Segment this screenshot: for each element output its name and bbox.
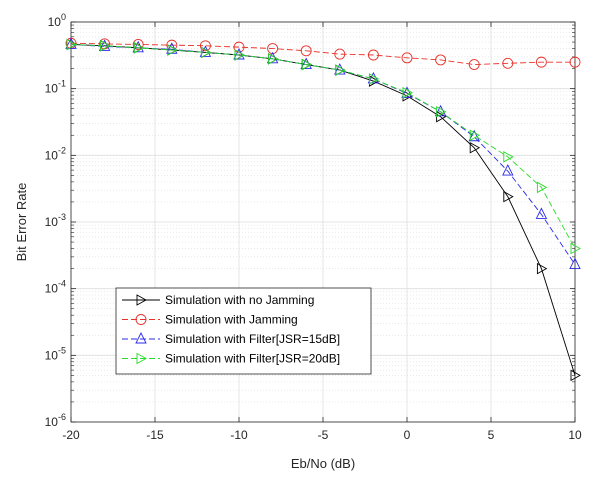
x-tick-label: 0	[404, 428, 411, 442]
legend: Simulation with no Jamming Simulation wit…	[115, 287, 372, 375]
y-tick-base: 10	[45, 282, 59, 296]
data-point	[300, 45, 312, 57]
data-point	[334, 48, 346, 60]
y-tick-exponent: 0	[61, 12, 66, 22]
x-tick-label: -15	[146, 428, 164, 442]
x-tick-label: 5	[488, 428, 495, 442]
data-point	[569, 56, 581, 68]
data-point	[234, 49, 245, 61]
legend-marker-2	[135, 331, 147, 344]
data-point	[301, 58, 313, 71]
y-tick-exponent: -2	[58, 145, 66, 155]
data-point	[133, 42, 145, 54]
data-point	[502, 57, 514, 69]
series-1	[65, 37, 581, 71]
y-tick-base: 10	[45, 415, 59, 429]
series-group	[65, 37, 581, 382]
data-point	[468, 59, 480, 71]
series-line-3	[70, 44, 576, 249]
y-tick-label: 10-5	[45, 345, 66, 362]
x-axis-label: Eb/No (dB)	[291, 456, 355, 471]
legend-marker-3	[136, 352, 147, 365]
data-point	[100, 40, 111, 52]
data-point	[570, 369, 581, 382]
y-tick-label: 10-4	[45, 279, 66, 296]
y-tick-exponent: -4	[58, 279, 66, 289]
legend-marker-1	[135, 314, 147, 325]
series-3	[66, 38, 581, 255]
data-point	[535, 56, 547, 68]
data-point	[401, 86, 413, 98]
data-point	[401, 52, 413, 64]
legend-label-0: Simulation with no Jamming	[165, 293, 314, 307]
legend-label-1: Simulation with Jamming	[165, 313, 298, 327]
data-point	[570, 242, 581, 255]
data-point	[167, 44, 178, 56]
y-tick-label: 10-3	[45, 212, 66, 229]
y-tick-base: 10	[48, 15, 62, 29]
y-tick-base: 10	[45, 148, 59, 162]
legend-marker-0	[136, 294, 147, 306]
y-tick-base: 10	[45, 215, 59, 229]
y-tick-exponent: -5	[58, 345, 66, 355]
data-point	[469, 129, 481, 142]
data-point	[335, 64, 346, 76]
legend-box	[115, 287, 372, 375]
y-tick-label: 10-6	[45, 412, 66, 429]
data-point	[469, 141, 481, 154]
x-tick-label: -10	[230, 428, 248, 442]
data-point	[535, 207, 548, 219]
data-point	[368, 73, 380, 85]
data-point	[436, 106, 447, 118]
y-tick-exponent: -6	[58, 412, 66, 422]
series-line-1	[70, 42, 575, 66]
y-tick-label: 10-1	[45, 79, 66, 96]
y-tick-label: 10-2	[45, 145, 66, 162]
y-tick-exponent: -3	[58, 212, 66, 222]
y-tick-label: 100	[48, 12, 66, 29]
data-point	[503, 151, 514, 163]
x-tick-label: -20	[62, 428, 80, 442]
data-point	[66, 38, 77, 51]
data-point	[132, 39, 144, 50]
legend-label-3: Simulation with Filter[JSR=20dB]	[165, 352, 340, 366]
data-point	[536, 181, 548, 194]
data-point	[569, 257, 581, 270]
x-tick-label: -5	[318, 428, 329, 442]
y-axis-label: Bit Error Rate	[14, 183, 29, 262]
data-point	[435, 54, 447, 66]
data-point	[199, 40, 211, 52]
data-point	[367, 49, 379, 61]
data-point	[468, 129, 480, 142]
axes: -20 -15 -10 -5 0 5 1010010-110-210-310-410-510…	[45, 12, 582, 442]
legend-label-2: Simulation with Filter[JSR=15dB]	[165, 332, 340, 346]
y-tick-base: 10	[45, 82, 59, 96]
data-point	[200, 46, 212, 59]
data-point	[402, 86, 413, 99]
y-tick-base: 10	[45, 348, 59, 362]
x-tick-label: 10	[568, 428, 582, 442]
data-point	[536, 262, 548, 275]
data-point	[502, 164, 514, 176]
data-point	[503, 190, 514, 203]
y-tick-exponent: -1	[58, 79, 66, 89]
data-point	[268, 53, 279, 65]
